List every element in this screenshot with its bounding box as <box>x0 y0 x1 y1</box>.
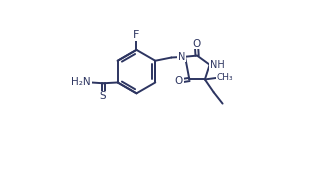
Text: NH: NH <box>210 60 225 70</box>
Text: N: N <box>178 52 185 62</box>
Text: O: O <box>192 39 200 48</box>
Text: S: S <box>100 91 107 101</box>
Text: O: O <box>175 76 183 86</box>
Text: H₂N: H₂N <box>72 78 91 87</box>
Text: F: F <box>133 30 140 40</box>
Text: CH₃: CH₃ <box>217 73 233 82</box>
